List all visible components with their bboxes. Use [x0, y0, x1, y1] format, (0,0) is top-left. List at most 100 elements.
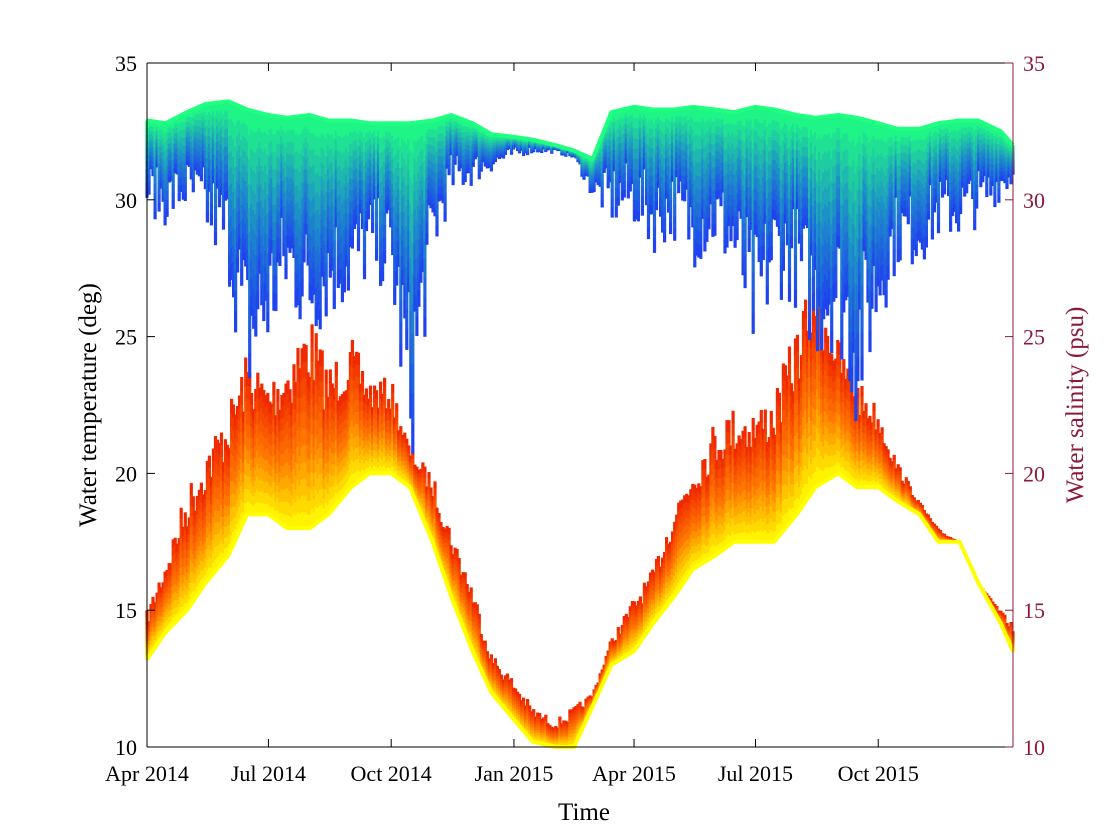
- data-point: [614, 648, 618, 651]
- data-point: [284, 435, 288, 450]
- data-point: [411, 486, 415, 491]
- data-point: [371, 407, 375, 414]
- data-point: [634, 624, 638, 630]
- data-point: [677, 573, 681, 583]
- data-point: [288, 477, 292, 491]
- data-point: [665, 593, 669, 601]
- data-point: [149, 644, 153, 650]
- data-point: [685, 493, 689, 503]
- data-point: [350, 446, 354, 461]
- data-point: [520, 723, 524, 727]
- data-point: [509, 699, 514, 704]
- data-point: [602, 664, 606, 667]
- data-point: [536, 729, 540, 733]
- data-point: [429, 505, 433, 512]
- data-point: [524, 723, 528, 727]
- data-point: [421, 477, 425, 484]
- data-point: [501, 694, 506, 698]
- data-point: [262, 469, 266, 482]
- data-point: [217, 543, 222, 556]
- data-point: [405, 438, 409, 444]
- data-point: [584, 700, 588, 704]
- data-point: [656, 583, 661, 590]
- data-point: [548, 738, 552, 741]
- data-point: [570, 719, 574, 724]
- data-point: [362, 454, 367, 463]
- data-point: [491, 671, 495, 676]
- data-point: [453, 563, 457, 570]
- data-point: [624, 629, 628, 634]
- data-point: [493, 679, 497, 684]
- data-point: [457, 558, 461, 564]
- data-point: [534, 721, 538, 725]
- data-point: [356, 470, 361, 483]
- data-point: [626, 644, 630, 649]
- data-point: [481, 656, 485, 660]
- data-point: [244, 430, 248, 446]
- data-point: [300, 430, 304, 447]
- data-point: [346, 380, 350, 391]
- data-point: [425, 509, 429, 514]
- data-point: [618, 640, 622, 644]
- data-point: [433, 530, 437, 538]
- data-point: [487, 671, 491, 676]
- data-point: [453, 547, 457, 554]
- data-point: [409, 455, 413, 460]
- data-point: [679, 516, 683, 525]
- data-point: [411, 470, 415, 475]
- data-point: [483, 668, 487, 673]
- data-point: [223, 515, 228, 527]
- data-point: [489, 671, 493, 676]
- data-point: [650, 609, 655, 615]
- data-point: [298, 499, 302, 515]
- data-point: [451, 554, 455, 559]
- data-point: [534, 723, 538, 727]
- data-point: [201, 569, 205, 579]
- data-point: [650, 599, 655, 605]
- data-point: [528, 705, 532, 709]
- data-point: [286, 447, 290, 462]
- data-point: [443, 537, 447, 543]
- data-point: [197, 517, 201, 528]
- data-point: [165, 586, 169, 593]
- data-point: [302, 377, 306, 395]
- data-point: [316, 360, 320, 376]
- data-point: [312, 459, 316, 473]
- data-point: [314, 367, 318, 386]
- data-point: [238, 444, 242, 458]
- data-point: [377, 461, 381, 468]
- data-point: [155, 630, 159, 636]
- data-point: [465, 622, 469, 629]
- data-point: [316, 390, 320, 406]
- data-point: [403, 455, 407, 461]
- data-point: [487, 658, 491, 662]
- data-point: [743, 436, 747, 448]
- data-point: [550, 733, 554, 737]
- data-point: [230, 439, 234, 454]
- data-point: [497, 696, 501, 700]
- data-point: [175, 571, 179, 580]
- data-point: [211, 550, 216, 563]
- data-point: [499, 691, 504, 695]
- data-point: [616, 654, 620, 659]
- data-point: [433, 487, 437, 495]
- data-point: [693, 507, 697, 516]
- data-point: [223, 548, 228, 560]
- data-point: [332, 388, 336, 400]
- data-point: [155, 625, 159, 632]
- data-point: [459, 613, 463, 619]
- data-point: [165, 592, 169, 599]
- data-point: [364, 444, 369, 453]
- data-point: [661, 591, 665, 598]
- data-point: [550, 726, 554, 730]
- data-point: [352, 449, 356, 462]
- data-point: [270, 486, 274, 497]
- data-point: [675, 564, 679, 572]
- data-point: [483, 658, 487, 663]
- data-point: [362, 394, 367, 403]
- data-point: [642, 582, 646, 589]
- data-point: [681, 507, 685, 516]
- data-point: [248, 385, 252, 400]
- data-point: [318, 458, 322, 475]
- data-point: [648, 582, 653, 588]
